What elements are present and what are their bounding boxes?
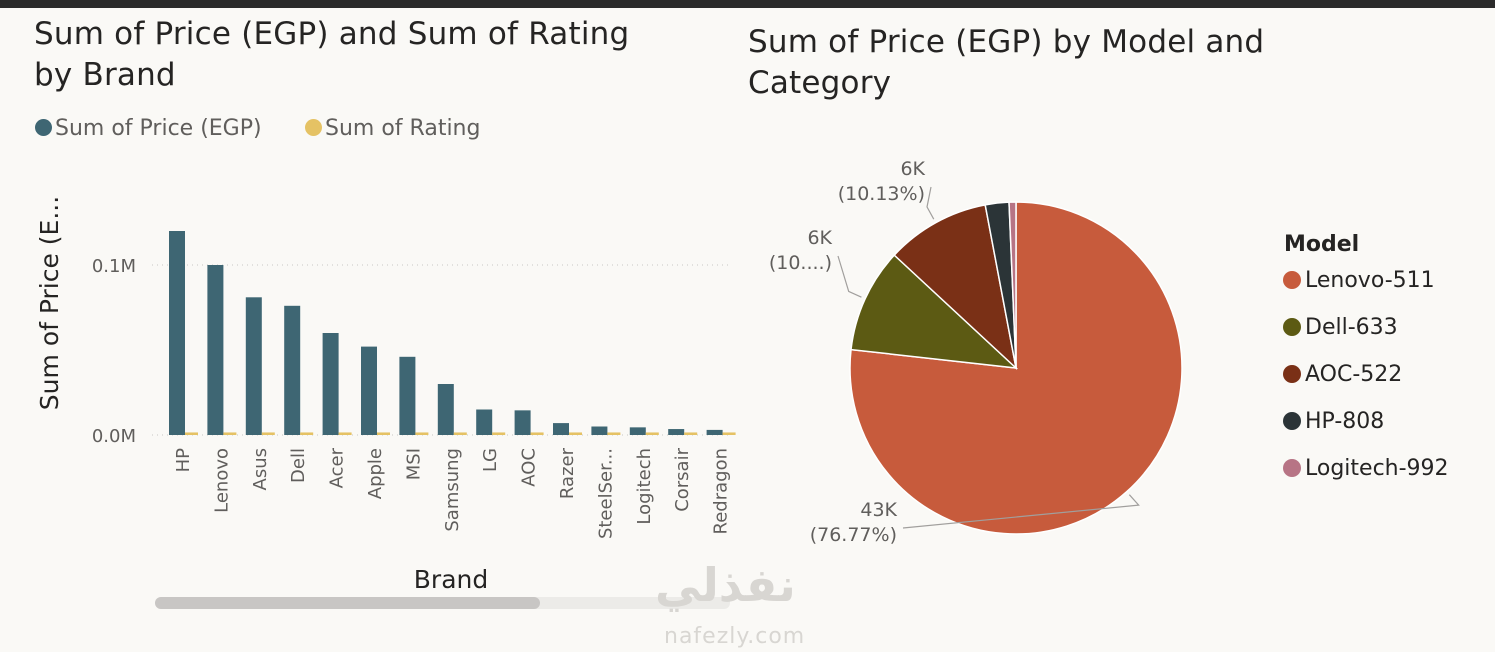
pie-legend-label: Lenovo-511	[1305, 268, 1435, 293]
pie-percent-label: (76.77%)	[810, 524, 897, 546]
pie-slice-logitech-992[interactable]	[1008, 201, 1017, 369]
legend-label-price: Sum of Price (EGP)	[55, 116, 262, 141]
bar-rating-aoc[interactable]	[530, 432, 544, 435]
x-tick-label: Samsung	[442, 448, 463, 532]
pie-data-label: 6K	[900, 158, 925, 180]
bar-rating-samsung[interactable]	[453, 432, 467, 435]
report-canvas: Sum of Price (EGP) and Sum of Rating by …	[0, 8, 1495, 652]
bar-chart-title-line-2: by Brand	[34, 57, 176, 93]
x-tick-label: Lenovo	[211, 448, 232, 513]
pie-legend-item-logitech-992[interactable]: Logitech-992	[1283, 456, 1449, 481]
pie-legend-item-hp-808[interactable]: HP-808	[1283, 409, 1384, 434]
pie-legend-item-aoc-522[interactable]: AOC-522	[1283, 362, 1402, 387]
x-tick-label: MSI	[403, 448, 424, 480]
legend-dot-icon	[1283, 412, 1301, 430]
bar-chart-title-line-1: Sum of Price (EGP) and Sum of Rating	[34, 16, 630, 52]
pie-legend-item-dell-633[interactable]: Dell-633	[1283, 315, 1398, 340]
bar-rating-acer[interactable]	[338, 432, 352, 435]
pie-data-label: 6K	[807, 227, 832, 249]
pie-legend: Lenovo-511 Dell-633 AOC-522 HP-808 Logitech-…	[1283, 268, 1493, 498]
horizontal-scrollbar-track[interactable]	[155, 597, 730, 609]
legend-dot-price-icon	[35, 119, 52, 136]
legend-item-price[interactable]: Sum of Price (EGP)	[35, 116, 262, 141]
x-tick-label: Logitech	[634, 448, 655, 525]
pie-percent-label: (10....)	[769, 252, 832, 274]
bar-price-acer[interactable]	[322, 333, 339, 435]
leader-line	[926, 186, 935, 220]
bar-price-steelser[interactable]	[591, 426, 608, 436]
pie-slice-aoc-522[interactable]	[893, 204, 1018, 371]
bar-chart-plot: HP Lenovo Asus Dell Acer Apple MSI Samsung LG AOC…	[35, 196, 736, 594]
bar-price-logitech[interactable]	[629, 427, 646, 435]
x-axis-label: Brand	[414, 565, 488, 594]
y-tick-label: 0.1M	[92, 256, 136, 277]
bar-price-dell[interactable]	[284, 305, 301, 435]
bar-price-hp[interactable]	[169, 231, 185, 435]
pie-chart-plot: 43K (76.77%) 6K (10....) 6K (10.13%)	[769, 158, 1183, 546]
bar-price-corsair[interactable]	[668, 429, 685, 435]
leader-line	[837, 255, 862, 298]
x-tick-label: Apple	[365, 448, 386, 499]
legend-label-rating: Sum of Rating	[325, 116, 481, 141]
bar-price-lg[interactable]	[476, 409, 493, 436]
pie-chart-title-line-2: Category	[748, 65, 892, 101]
bar-rating-corsair[interactable]	[684, 432, 698, 435]
bar-rating-lenovo[interactable]	[223, 432, 237, 435]
x-tick-label: Asus	[250, 448, 271, 490]
pie-legend-title: Model	[1284, 232, 1360, 257]
x-tick-label: SteelSer...	[595, 448, 616, 539]
legend-dot-rating-icon	[305, 119, 322, 136]
watermark-arabic: نفذلي	[655, 558, 796, 612]
watermark-latin: nafezly.com	[664, 624, 806, 649]
bar-rating-dell[interactable]	[300, 432, 314, 435]
bar-price-redragon[interactable]	[706, 429, 723, 435]
pie-slice-dell-633[interactable]	[850, 254, 1019, 369]
bar-price-msi[interactable]	[399, 356, 416, 435]
bar-rating-logitech[interactable]	[645, 432, 659, 435]
bar-rating-razer[interactable]	[569, 432, 582, 435]
x-tick-label: Corsair	[672, 447, 693, 511]
bar-rating-lg[interactable]	[492, 432, 506, 435]
legend-dot-icon	[1283, 318, 1301, 336]
pie-slice-lenovo-511[interactable]	[849, 201, 1183, 535]
x-tick-label: Redragon	[711, 448, 732, 534]
bar-price-samsung[interactable]	[437, 384, 454, 435]
pie-legend-label: AOC-522	[1305, 362, 1403, 387]
bar-price-asus[interactable]	[245, 297, 262, 435]
legend-dot-icon	[1283, 365, 1301, 383]
bar-rating-redragon[interactable]	[722, 432, 736, 435]
bar-rating-asus[interactable]	[261, 432, 275, 435]
bar-price-lenovo[interactable]	[207, 265, 224, 435]
bar-rating-apple[interactable]	[377, 432, 390, 435]
x-tick-label: HP	[173, 448, 194, 473]
x-tick-label: Acer	[327, 447, 348, 488]
x-tick-label: Razer	[557, 447, 578, 499]
bar-price-apple[interactable]	[361, 346, 377, 435]
legend-item-rating[interactable]: Sum of Rating	[305, 116, 480, 141]
pie-legend-label: Logitech-992	[1305, 456, 1449, 481]
pie-percent-label: (10.13%)	[838, 183, 925, 205]
pie-chart-title: Sum of Price (EGP) by Model and Category	[748, 22, 1264, 104]
bar-chart-title: Sum of Price (EGP) and Sum of Rating by …	[34, 14, 629, 96]
bar-rating-steelser[interactable]	[607, 432, 621, 435]
legend-dot-icon	[1283, 271, 1301, 289]
x-tick-label: AOC	[519, 448, 540, 487]
bar-price-aoc[interactable]	[514, 410, 531, 435]
y-axis-label: Sum of Price (E...	[35, 196, 64, 410]
pie-legend-item-lenovo-511[interactable]: Lenovo-511	[1283, 268, 1435, 293]
x-tick-label: Dell	[288, 448, 309, 483]
pie-data-label: 43K	[860, 499, 897, 521]
bar-rating-hp[interactable]	[185, 432, 198, 435]
bar-rating-msi[interactable]	[415, 432, 429, 435]
x-tick-label: LG	[480, 448, 501, 472]
pie-legend-label: HP-808	[1305, 409, 1385, 434]
pie-chart-title-line-1: Sum of Price (EGP) by Model and	[748, 24, 1265, 60]
y-tick-label: 0.0M	[92, 426, 136, 447]
pie-legend-label: Dell-633	[1305, 315, 1398, 340]
legend-dot-icon	[1283, 459, 1301, 477]
horizontal-scrollbar-thumb[interactable]	[155, 597, 541, 609]
bar-price-razer[interactable]	[553, 423, 569, 435]
leader-line	[902, 494, 1140, 529]
